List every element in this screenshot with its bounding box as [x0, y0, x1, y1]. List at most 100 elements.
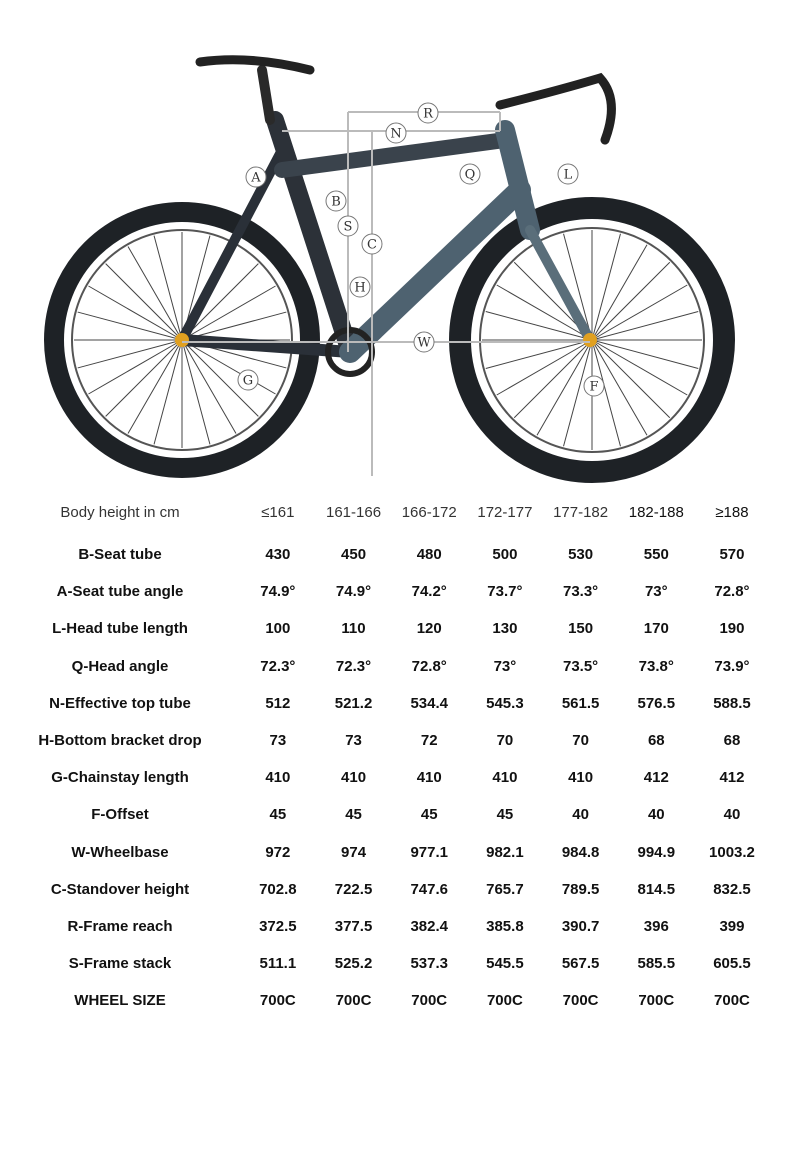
dimension-label: R [423, 107, 434, 122]
row-label: B-Seat tube [78, 546, 162, 564]
row-value: 700C [638, 992, 675, 1010]
dimension-label: H [354, 281, 365, 296]
table-row: L-Head tube length 100 110 120 130 150 170 190 [0, 610, 790, 647]
row-value: 974 [341, 843, 367, 861]
label-circle [349, 276, 371, 298]
row-value: 100 [265, 620, 291, 638]
row-value: 765.7 [486, 880, 524, 898]
spoke [591, 261, 671, 341]
row-value: 545.3 [486, 694, 524, 712]
row-value: 74.9° [335, 583, 372, 601]
frame [175, 55, 616, 377]
header-label: Body height in cm [60, 503, 180, 521]
dimension-label: A [250, 171, 261, 186]
table-header-row: Body height in cm ≤161 161-166 166-172 1… [0, 492, 790, 532]
row-value: 605.5 [713, 955, 751, 973]
row-value: 40 [572, 806, 589, 824]
row-value: 410 [492, 769, 518, 787]
table-row: N-Effective top tube 512 521.2 534.4 545.3 56… [0, 685, 790, 722]
row-value: 73.3° [562, 583, 599, 601]
label-circle [237, 369, 259, 391]
row-value: 73.5° [562, 657, 599, 675]
table-row: Q-Head angle 72.3° 72.3° 72.8° 73° 73.5° 73.8°… [0, 648, 790, 685]
table-row: F-Offset 45 45 45 45 40 40 40 [0, 796, 790, 833]
spoke [536, 339, 593, 436]
row-value: 170 [643, 620, 669, 638]
row-value: 390.7 [561, 917, 600, 935]
row-label: WHEEL SIZE [74, 992, 166, 1010]
row-value: 396 [643, 917, 669, 935]
spoke [77, 339, 183, 369]
row-value: 700C [486, 992, 523, 1010]
spoke [485, 311, 593, 341]
row-value: 72.8° [411, 657, 447, 675]
row-label: R-Frame reach [67, 917, 173, 935]
row-label: A-Seat tube angle [56, 583, 184, 601]
row-value: 68 [647, 732, 665, 750]
row-value: 700C [562, 992, 599, 1010]
table-row: G-Chainstay length 410 410 410 410 410 412 412 [0, 759, 790, 796]
dimension-label: F [589, 380, 598, 395]
row-value: 40 [723, 806, 741, 824]
row-value: 832.5 [713, 880, 751, 898]
row-value: 410 [568, 769, 594, 787]
spoke [591, 244, 648, 341]
spoke [153, 235, 183, 341]
size-header: 161-166 [326, 503, 382, 521]
row-value: 377.5 [334, 917, 373, 935]
label-circle [325, 190, 347, 212]
spoke [591, 339, 688, 396]
row-value: 700C [259, 992, 296, 1010]
row-value: 972 [265, 843, 291, 861]
label-circle [245, 166, 267, 188]
table-row: S-Frame stack 511.1 525.2 537.3 545.5 567.5 58… [0, 945, 790, 982]
row-value: 72.3° [335, 657, 372, 675]
spoke [591, 233, 621, 341]
row-value: 72 [420, 732, 438, 750]
spoke [181, 339, 237, 434]
spoke [496, 284, 593, 341]
bike-geometry-diagram: R N A BSC H Q L W G F [44, 55, 735, 483]
row-value: 72.3° [260, 657, 296, 675]
dimension-label: W [417, 336, 431, 351]
spoke [127, 246, 183, 341]
row-label: C-Standover height [50, 880, 190, 898]
row-value: 399 [719, 917, 745, 935]
row-value: 814.5 [637, 880, 676, 898]
dimension-label: G [243, 374, 253, 389]
row-value: 984.8 [561, 843, 600, 861]
table-row: A-Seat tube angle 74.9° 74.9° 74.2° 73.7° 73.… [0, 573, 790, 610]
row-value: 977.1 [410, 843, 448, 861]
row-value: 576.5 [637, 694, 676, 712]
dimension-label: Q [465, 168, 476, 183]
table-row: R-Frame reach 372.5 377.5 382.4 385.8 390.7 39… [0, 908, 790, 945]
row-value: 511.1 [259, 955, 297, 973]
spoke [591, 311, 699, 341]
geometry-table: Body height in cm ≤161 161-166 166-172 1… [0, 492, 790, 1019]
row-value: 585.5 [637, 955, 676, 973]
row-value: 110 [341, 620, 366, 638]
row-value: 700C [335, 992, 372, 1010]
spoke [105, 263, 183, 341]
row-value: 120 [416, 620, 442, 638]
label-circle [459, 163, 481, 185]
size-header: 172-177 [477, 503, 533, 521]
row-value: 190 [719, 620, 745, 638]
row-value: 70 [496, 732, 514, 750]
row-value: 700C [411, 992, 448, 1010]
spoke [496, 339, 593, 396]
row-value: 570 [719, 546, 745, 564]
row-value: 150 [568, 620, 594, 638]
spoke [591, 339, 648, 436]
label-circle [413, 331, 435, 353]
row-value: 73° [644, 583, 668, 601]
row-value: 412 [719, 769, 745, 787]
geometry-lines [182, 111, 590, 476]
row-value: 521.2 [334, 694, 373, 712]
size-header: ≥188 [715, 503, 749, 521]
spoke [485, 339, 593, 369]
spoke [181, 339, 211, 445]
row-value: 994.9 [637, 843, 676, 861]
table-row: B-Seat tube 430 450 480 500 530 550 570 [0, 536, 790, 573]
spoke [591, 339, 699, 369]
